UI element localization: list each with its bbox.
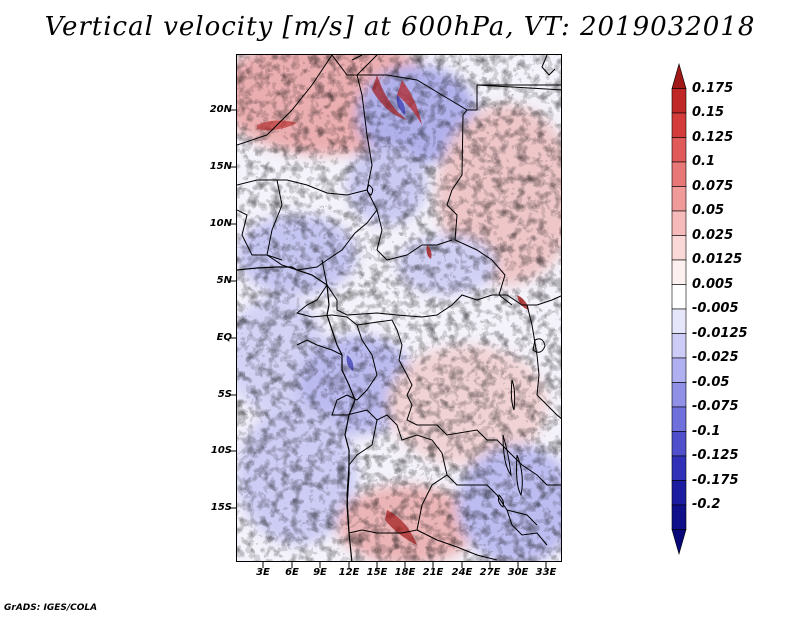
colorbar-bin	[671, 88, 687, 114]
lat-label: 20N	[209, 104, 232, 115]
colorbar-bin	[671, 529, 687, 556]
lon-label: 18E	[394, 567, 416, 578]
west-africa-coastline	[237, 266, 356, 561]
colorbar-bin	[671, 333, 687, 359]
colorbar-tick-label: 0.125	[692, 129, 734, 145]
colorbar-bin	[671, 406, 687, 432]
colorbar-bin	[671, 382, 687, 408]
lon-label: 33E	[535, 567, 557, 578]
colorbar-bin	[671, 161, 687, 187]
colorbar-bin	[671, 62, 687, 89]
axis-ticks	[230, 109, 547, 568]
colorbar-tick-label: -0.1	[692, 423, 721, 439]
colorbar-tick-label: 0.025	[692, 227, 734, 243]
colorbar-bin	[671, 210, 687, 236]
colorbar-bin	[671, 308, 687, 334]
colorbar-tick-label: -0.025	[692, 350, 739, 365]
colorbar-tick-label: 0.15	[692, 105, 725, 120]
colorbar-tick-label: 0.0125	[692, 252, 743, 267]
colorbar-tick-label: -0.0125	[692, 325, 748, 341]
colorbar-tick-label: 0.05	[692, 203, 725, 218]
colorbar-bin	[671, 431, 687, 457]
velocity-field-map	[237, 55, 561, 561]
lat-label: 15S	[210, 502, 232, 513]
colorbar-bin	[671, 357, 687, 383]
colorbar-bin	[671, 186, 687, 212]
colorbar-tick-label: 0.005	[692, 276, 734, 292]
lat-label: 10S	[210, 445, 232, 456]
colorbar	[671, 62, 687, 556]
country-boundaries	[237, 55, 561, 561]
downdraft-speckle	[237, 55, 561, 561]
colorbar-bin	[671, 284, 687, 310]
map-panel	[236, 54, 562, 562]
lakes	[366, 184, 546, 508]
colorbar-bin	[671, 112, 687, 138]
colorbar-tick-label: -0.125	[692, 448, 739, 463]
lat-label: 10N	[209, 218, 232, 229]
lon-label: 27E	[479, 567, 501, 578]
colorbar-bin	[671, 137, 687, 163]
lat-label: 15N	[209, 161, 232, 172]
colorbar-tick-label: -0.005	[692, 301, 739, 316]
red-sea-coast	[541, 55, 556, 76]
lon-label: 21E	[422, 567, 444, 578]
colorbar-tick-label: 0.1	[692, 154, 716, 169]
lon-label: 30E	[507, 567, 529, 578]
colorbar-bin	[671, 259, 687, 285]
lon-label: 15E	[366, 567, 388, 578]
colorbar-bin	[671, 504, 687, 530]
lat-label: 5S	[217, 389, 232, 400]
colorbar-bin	[671, 235, 687, 261]
colorbar-tick-label: -0.075	[692, 399, 739, 414]
colorbar-tick-label: -0.175	[692, 472, 739, 488]
colorbar-tick-label: -0.05	[692, 374, 730, 390]
colorbar-bin	[671, 455, 687, 481]
colorbar-tick-label: 0.075	[692, 178, 734, 194]
colorbar-tick-label: 0.175	[692, 80, 734, 96]
lon-label: 9E	[313, 567, 327, 578]
lon-label: 24E	[451, 567, 473, 578]
lat-label: EQ	[216, 332, 232, 343]
colorbar-tick-label: -0.2	[692, 497, 721, 512]
intense-cells	[257, 75, 529, 545]
lon-label: 12E	[338, 567, 360, 578]
lat-label: 5N	[216, 275, 232, 286]
lon-label: 3E	[256, 567, 270, 578]
colorbar-bin	[671, 480, 687, 506]
plot-title: Vertical velocity [m/s] at 600hPa, VT: 2…	[44, 12, 756, 42]
footer-credit: GrADS: IGES/COLA	[4, 603, 98, 613]
lon-label: 6E	[285, 567, 299, 578]
